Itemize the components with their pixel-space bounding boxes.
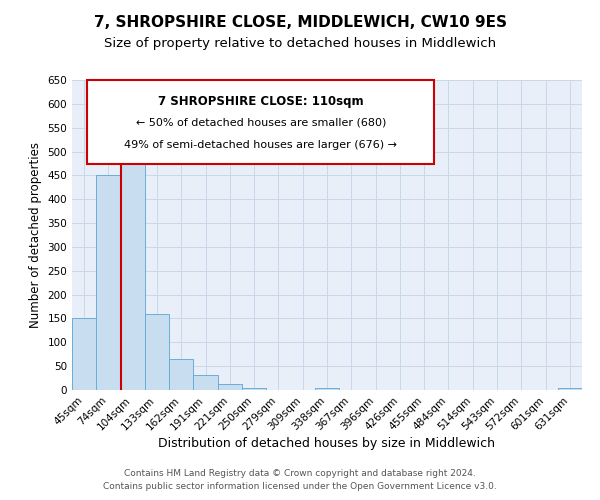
Bar bbox=[558, 388, 582, 390]
Y-axis label: Number of detached properties: Number of detached properties bbox=[29, 142, 42, 328]
Bar bbox=[193, 374, 218, 390]
Bar bbox=[145, 314, 169, 390]
Text: Size of property relative to detached houses in Middlewich: Size of property relative to detached ho… bbox=[104, 38, 496, 51]
Text: Contains public sector information licensed under the Open Government Licence v3: Contains public sector information licen… bbox=[103, 482, 497, 491]
Bar bbox=[72, 318, 96, 390]
Bar bbox=[121, 147, 145, 390]
FancyBboxPatch shape bbox=[88, 80, 434, 164]
Bar bbox=[315, 388, 339, 390]
Bar bbox=[218, 384, 242, 390]
Bar bbox=[242, 388, 266, 390]
Text: 7, SHROPSHIRE CLOSE, MIDDLEWICH, CW10 9ES: 7, SHROPSHIRE CLOSE, MIDDLEWICH, CW10 9E… bbox=[94, 15, 506, 30]
Text: 7 SHROPSHIRE CLOSE: 110sqm: 7 SHROPSHIRE CLOSE: 110sqm bbox=[158, 96, 364, 108]
Text: 49% of semi-detached houses are larger (676) →: 49% of semi-detached houses are larger (… bbox=[124, 140, 397, 150]
Text: Contains HM Land Registry data © Crown copyright and database right 2024.: Contains HM Land Registry data © Crown c… bbox=[124, 468, 476, 477]
X-axis label: Distribution of detached houses by size in Middlewich: Distribution of detached houses by size … bbox=[158, 438, 496, 450]
Text: ← 50% of detached houses are smaller (680): ← 50% of detached houses are smaller (68… bbox=[136, 118, 386, 128]
Bar bbox=[169, 359, 193, 390]
Bar bbox=[96, 176, 121, 390]
